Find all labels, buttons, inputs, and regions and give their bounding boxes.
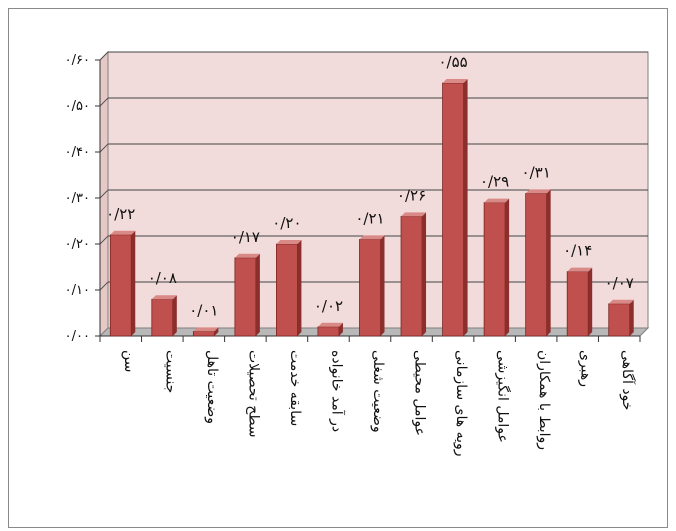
bar-side bbox=[463, 79, 468, 336]
bar-top bbox=[525, 189, 551, 194]
y-tick-label: ۰/۵۰ bbox=[65, 99, 90, 114]
y-tick-label: ۰/۰۰ bbox=[65, 329, 90, 344]
category-label: رهبری bbox=[578, 350, 594, 387]
bar-side bbox=[422, 212, 427, 336]
category-label: خود آگاهی bbox=[619, 350, 636, 410]
bar bbox=[483, 202, 506, 337]
bar-side bbox=[505, 198, 510, 336]
data-label: ۰/۳۱ bbox=[522, 163, 551, 181]
bar bbox=[192, 330, 215, 337]
bar bbox=[525, 192, 548, 337]
category-label: عوامل محیطی bbox=[412, 350, 428, 436]
bar bbox=[400, 215, 423, 337]
bar bbox=[359, 238, 381, 337]
data-label: ۰/۱۴ bbox=[563, 242, 592, 260]
gridline-depth bbox=[99, 97, 109, 107]
bar-top bbox=[276, 240, 302, 244]
bar-side bbox=[380, 235, 385, 336]
data-label: ۰/۱۷ bbox=[231, 228, 260, 246]
data-label: ۰/۲۰ bbox=[272, 214, 301, 232]
bar-side bbox=[172, 295, 177, 336]
bar bbox=[317, 326, 340, 337]
bar-top bbox=[317, 322, 343, 327]
gridline-depth bbox=[99, 235, 109, 245]
bar bbox=[276, 243, 298, 337]
data-label: ۰/۵۵ bbox=[438, 53, 467, 71]
bar-side bbox=[255, 253, 260, 336]
gridline-depth bbox=[99, 143, 109, 153]
bar bbox=[151, 298, 174, 337]
category-label: سابقه خدمت bbox=[287, 350, 303, 426]
bar-top bbox=[151, 295, 177, 300]
category-label: سطح تحصیلات bbox=[245, 350, 261, 438]
bar-side bbox=[131, 230, 136, 336]
category-label: وضعیت تاهل bbox=[204, 350, 220, 424]
bar-top bbox=[359, 235, 385, 240]
bar-top bbox=[401, 212, 427, 217]
category-label: جنسیت bbox=[162, 350, 178, 393]
data-label: ۰/۲۶ bbox=[397, 186, 426, 204]
bar-top bbox=[567, 267, 593, 272]
gridline-depth bbox=[99, 281, 109, 291]
data-label: ۰/۰۸ bbox=[148, 269, 177, 287]
bar bbox=[109, 234, 132, 337]
bar-top bbox=[193, 327, 219, 332]
data-label: ۰/۰۷ bbox=[605, 274, 634, 292]
bar bbox=[234, 257, 257, 337]
data-label: ۰/۲۹ bbox=[480, 173, 509, 191]
bar-top bbox=[234, 253, 260, 258]
y-tick-label: ۰/۳۰ bbox=[65, 191, 90, 206]
category-label: وضعیت شغلی bbox=[370, 350, 386, 433]
y-tick-label: ۰/۶۰ bbox=[65, 53, 90, 68]
bar-top bbox=[484, 198, 510, 203]
category-label: روابط با همکاران bbox=[536, 350, 552, 450]
y-tick-label: ۰/۱۰ bbox=[65, 283, 90, 298]
y-tick-label: ۰/۴۰ bbox=[65, 145, 90, 160]
data-label: ۰/۰۲ bbox=[314, 297, 343, 315]
category-label: رویه های سازمانی bbox=[453, 350, 469, 457]
bar-side bbox=[214, 327, 219, 336]
data-label: ۰/۲۱ bbox=[355, 209, 384, 227]
bar bbox=[442, 82, 464, 337]
data-label: ۰/۲۲ bbox=[106, 205, 135, 223]
category-label: عوامل انگیزشی bbox=[495, 350, 512, 443]
bar-top bbox=[608, 299, 634, 304]
bar bbox=[608, 303, 631, 337]
bar-side bbox=[629, 299, 634, 336]
data-label: ۰/۰۱ bbox=[189, 301, 218, 319]
category-label: در آمد خانواده bbox=[328, 350, 345, 432]
bar-top bbox=[442, 79, 468, 83]
bar bbox=[566, 271, 589, 337]
y-tick-label: ۰/۲۰ bbox=[65, 237, 90, 252]
category-label: سن bbox=[121, 350, 137, 372]
bar-side bbox=[338, 322, 343, 336]
bar-side bbox=[297, 240, 302, 336]
bar-top bbox=[110, 230, 136, 235]
bar-side bbox=[588, 267, 593, 336]
bar-side bbox=[546, 189, 551, 336]
gridline-depth bbox=[99, 189, 109, 199]
gridline-depth bbox=[99, 51, 109, 61]
